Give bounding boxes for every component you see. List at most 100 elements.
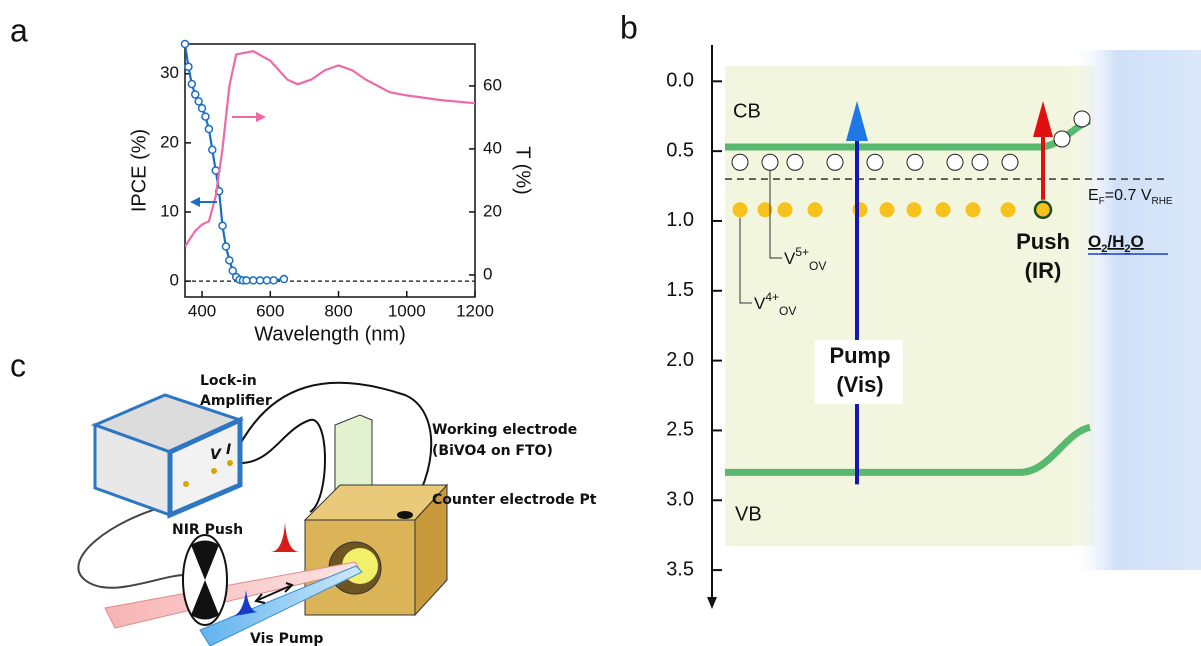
filled-state [935,202,951,218]
y-tick-label: 3.0 [666,489,694,511]
ov4-label-part: V [754,294,766,313]
redox-label-part: O [1130,232,1143,251]
pump-label: Pump [829,343,890,368]
empty-state [1001,153,1019,171]
band-label: CB [733,100,761,122]
empty-state [906,153,924,171]
redox-label-part: 2 [1101,243,1107,255]
y-tick-label: 20 [160,132,179,151]
data-point [184,62,193,72]
panel-label: a [10,12,28,48]
data-point [221,242,231,251]
counter-electrode [397,511,413,519]
terminal-label: V [210,447,222,463]
y2-axis-title: T (%) [512,146,534,195]
data-point [180,39,190,49]
y-axis-arrow [707,597,717,609]
empty-state [1073,110,1091,128]
wire [233,381,433,519]
pump-label: (Vis) [836,372,883,397]
push-label: Push [1016,229,1070,254]
panel-label: b [620,9,638,45]
empty-state [731,153,749,171]
redox-label-part: 2 [1124,243,1130,255]
ov5-label-part: OV [809,259,826,273]
box-front [167,416,243,519]
leader-line [769,170,782,259]
filled-state [807,202,823,218]
lock-in-label: Amplifier [200,393,272,409]
x-tick-label: 1000 [388,301,426,320]
x-tick-label: 800 [324,301,352,320]
connector [183,481,189,487]
ov5-label-part: 5+ [795,245,809,259]
data-point [218,221,227,231]
lock-in-label: Lock-in [200,373,257,389]
fermi-label-part: E [1088,187,1099,204]
push-arrow-head [1033,101,1053,137]
y-tick-label: 10 [160,201,179,220]
vis-pulse [228,590,258,617]
axis-arrow-head [256,112,266,122]
data-point [194,97,203,106]
connector [211,468,217,474]
vis-pump-label: Vis Pump [250,631,323,646]
band-label: VB [735,503,762,525]
y-tick-label: 0.5 [666,139,694,161]
data-point [242,276,251,285]
redox-label-part: /H [1107,232,1124,251]
y2-tick-label: 20 [483,201,502,220]
fermi-label: EF=0.7 VRHE [1088,187,1173,207]
data-point [204,124,214,134]
chopper [182,534,228,626]
data-point [208,145,217,155]
x-tick-label: 600 [256,301,284,320]
panel-a: 400 600 800 1000 1200 0 10 20 30 0 20 40 60 Wavelengt… [128,39,534,345]
empty-state [826,153,844,171]
ov4-label: V4+OV [754,290,796,318]
data-point [262,276,272,285]
data-point [190,90,200,99]
chopper-blades [191,540,219,620]
ov4-label-part: 4+ [765,290,779,304]
x-tick-label: 1200 [456,301,494,320]
filled-state [879,202,895,218]
redox-label: O2/H2O [1088,232,1144,254]
y2-tick-label: 0 [483,264,492,283]
nir-push-label: NIR Push [172,522,243,538]
valence-band [725,423,1092,476]
data-point [248,276,258,285]
data-point [225,256,234,265]
data-point [255,276,265,285]
data-point [197,104,207,113]
empty-state [971,153,989,171]
ov4-label-part: OV [779,304,796,318]
filled-state [852,202,868,218]
nir-pulse [270,522,300,552]
fermi-label-part: F [1099,196,1105,207]
delay-arrow-heads [254,582,294,604]
data-line [185,44,285,282]
y-tick-label: 2.5 [666,419,694,441]
data-point [228,266,238,275]
x-tick-label: 400 [188,301,216,320]
electrolyte-region [1070,50,1201,570]
counter-electrode-label: Counter electrode Pt [432,492,597,508]
y-tick-label: 0 [170,271,179,290]
delay-arrow [257,585,291,601]
vis-beam [199,565,363,646]
pump-label-bg [815,340,903,404]
filled-state [906,202,922,218]
panel-b: 0.0 0.5 1.0 1.5 2.0 2.5 3.0 3.5 CB VB EF=0.7 VRHE V… [666,45,1201,609]
filled-state [965,202,981,218]
y-tick-label: 3.5 [666,558,694,580]
push-label: (IR) [1025,258,1062,283]
filled-state [777,202,793,218]
ov5-label-part: V [784,249,796,268]
working-electrode-label: Working electrode [432,422,577,438]
data-point [279,274,289,284]
wire [229,418,326,513]
fermi-label-part: =0.7 V [1105,187,1152,204]
